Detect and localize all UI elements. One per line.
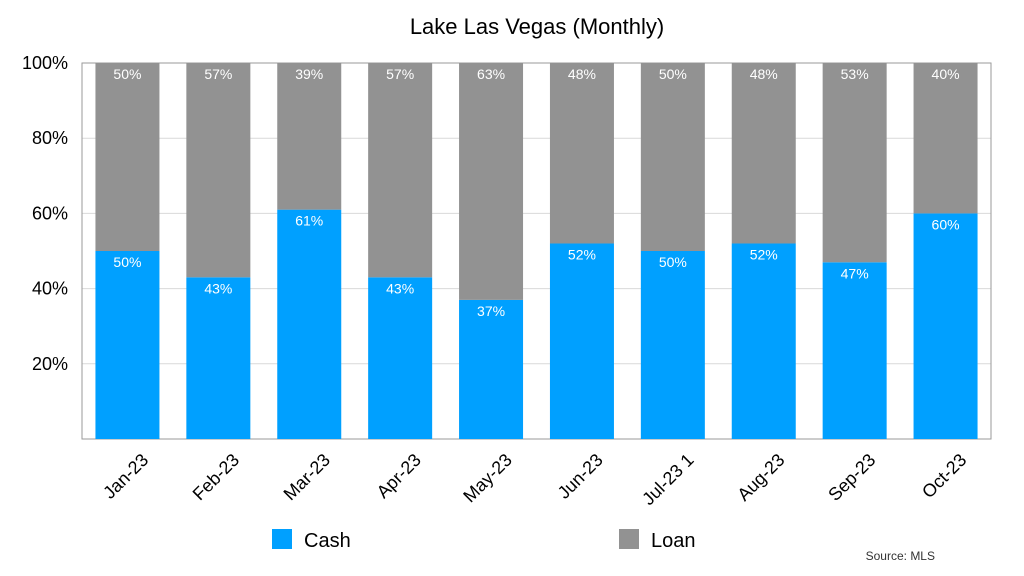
bar-cash-jul-23-1 [640,251,705,439]
bar-cash-oct-23 [913,213,978,439]
data-label-loan: 48% [568,66,596,82]
x-tick-label: Jan-23 [99,450,152,503]
bar-cash-jun-23 [549,243,614,439]
x-tick-label: Aug-23 [733,450,788,505]
bar-cash-aug-23 [731,243,796,439]
bar-loan-oct-23 [913,63,978,214]
data-label-cash: 47% [841,265,869,281]
data-label-cash: 50% [659,254,687,270]
x-tick-label: Sep-23 [824,450,879,505]
x-tick-label: Jun-23 [554,450,607,503]
bar-cash-mar-23 [277,209,342,439]
x-tick-label: Jul-23 1 [638,450,697,509]
bar-loan-aug-23 [731,63,796,244]
data-label-cash: 61% [295,213,323,229]
legend-swatch-cash [272,529,292,549]
data-label-loan: 50% [659,66,687,82]
data-label-cash: 43% [386,280,414,296]
data-label-loan: 39% [295,66,323,82]
y-tick-label: 80% [32,128,68,148]
data-label-loan: 63% [477,66,505,82]
x-tick-label: Mar-23 [280,450,334,504]
bar-loan-feb-23 [186,63,251,278]
data-label-cash: 50% [113,254,141,270]
y-tick-label: 40% [32,279,68,299]
legend-label-loan: Loan [651,530,696,552]
y-axis: 20% 40% 60% 80% 100% [22,53,68,374]
y-tick-label: 100% [22,53,68,73]
bar-cash-jan-23 [95,251,160,439]
source-note: Source: MLS [866,549,935,563]
legend-swatch-loan [619,529,639,549]
data-label-cash: 52% [750,246,778,262]
bar-loan-may-23 [459,63,524,300]
data-label-loan: 48% [750,66,778,82]
bar-loan-jun-23 [549,63,614,244]
bar-loan-sep-23 [822,63,887,263]
y-tick-label: 60% [32,203,68,223]
data-label-loan: 50% [113,66,141,82]
bar-cash-sep-23 [822,262,887,439]
bar-cash-apr-23 [368,277,433,439]
data-label-loan: 57% [204,66,232,82]
data-label-cash: 60% [932,216,960,232]
x-axis: Jan-23 Feb-23 Mar-23 Apr-23 May-23 Jun-23 Jul-… [99,450,970,509]
legend-label-cash: Cash [304,530,351,552]
bar-cash-feb-23 [186,277,251,439]
bar-loan-apr-23 [368,63,433,278]
data-label-loan: 53% [841,66,869,82]
x-tick-label: Feb-23 [189,450,243,504]
chart-title: Lake Las Vegas (Monthly) [410,14,664,39]
plot-frame [81,62,992,440]
data-label-cash: 52% [568,246,596,262]
bar-loan-jul-23-1 [640,63,705,251]
bar-cash-may-23 [459,299,524,439]
bars-group: 50% 50% 43% 57% 61% 39% 43% 57% 37% 63% 52% 48% 50% 5… [95,63,978,439]
y-tick-label: 20% [32,354,68,374]
legend: Cash Loan [272,529,696,552]
data-label-cash: 43% [204,280,232,296]
x-tick-label: May-23 [459,450,516,507]
data-label-loan: 40% [932,66,960,82]
bar-loan-jan-23 [95,63,160,251]
x-tick-label: Oct-23 [918,450,970,502]
x-tick-label: Apr-23 [373,450,425,502]
data-label-cash: 37% [477,303,505,319]
bar-loan-mar-23 [277,63,342,210]
data-label-loan: 57% [386,66,414,82]
